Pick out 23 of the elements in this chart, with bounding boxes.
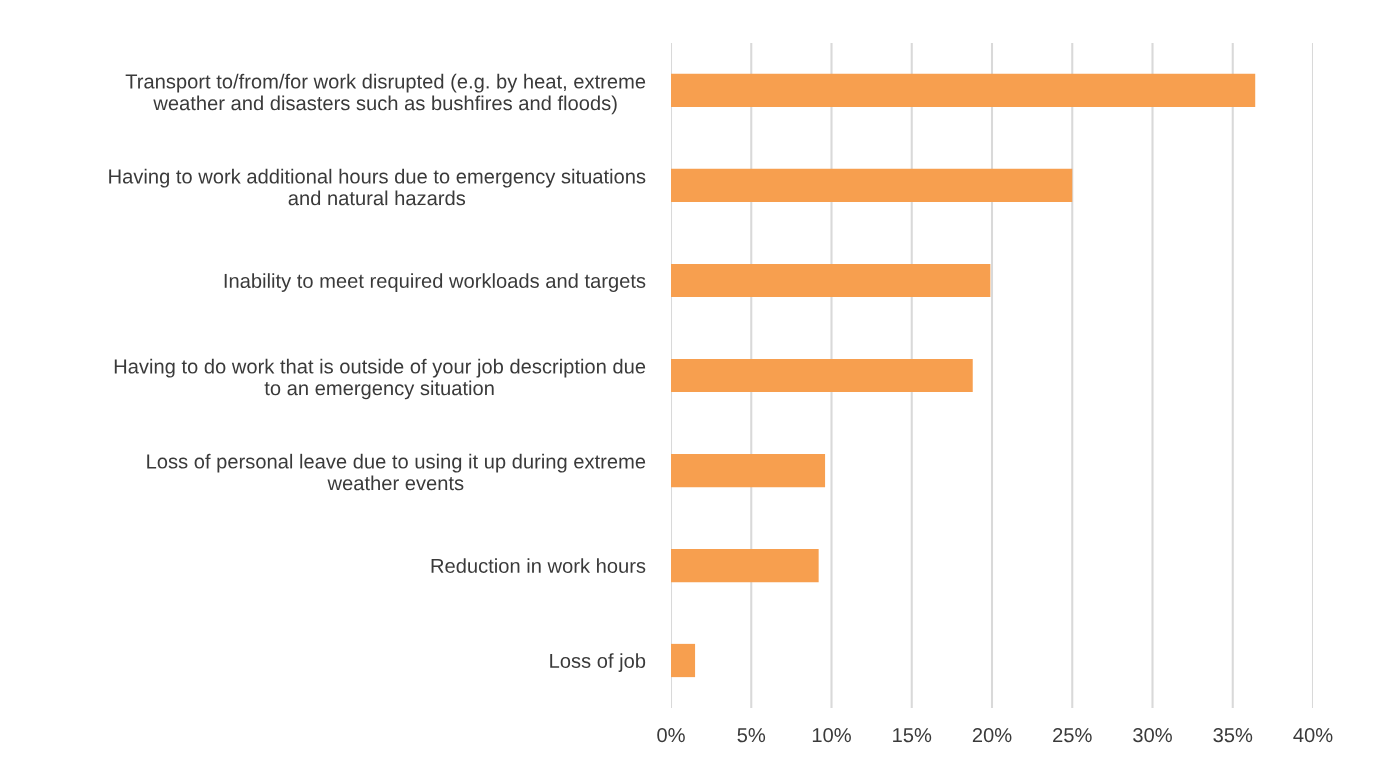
bar bbox=[671, 73, 1256, 108]
bar bbox=[671, 548, 819, 583]
x-tick-label: 20% bbox=[972, 727, 1012, 743]
y-tick-label: Reduction in work hours bbox=[431, 558, 646, 573]
y-tick-label: Having to work additional hours due to emergency situations and natural hazards bbox=[109, 168, 646, 206]
y-tick-label: Loss of personal leave due to using it up during extreme weather events bbox=[147, 453, 646, 491]
bar bbox=[671, 453, 826, 488]
bar bbox=[671, 168, 1073, 203]
y-tick-label: Loss of job bbox=[550, 653, 646, 672]
bar bbox=[671, 643, 696, 678]
x-tick-label: 10% bbox=[812, 727, 851, 743]
x-tick-label: 0% bbox=[657, 727, 685, 743]
y-tick-label: Transport to/from/for work disrupted (e.g. by heat, extreme weather and disasters such as bushfires and floods) bbox=[125, 73, 646, 115]
x-tick-label: 25% bbox=[1053, 727, 1092, 743]
y-tick-label: Inability to meet required workloads and targets bbox=[224, 273, 646, 292]
x-tick-label: 5% bbox=[737, 728, 766, 743]
x-tick-label: 15% bbox=[893, 728, 932, 743]
bar bbox=[671, 263, 991, 298]
x-tick-label: 40% bbox=[1293, 727, 1333, 743]
x-tick-label: 35% bbox=[1213, 727, 1253, 743]
bar bbox=[671, 358, 973, 393]
x-tick-label: 30% bbox=[1133, 727, 1172, 743]
y-tick-label: Having to do work that is outside of your job description due to an emergency situation bbox=[114, 358, 646, 400]
